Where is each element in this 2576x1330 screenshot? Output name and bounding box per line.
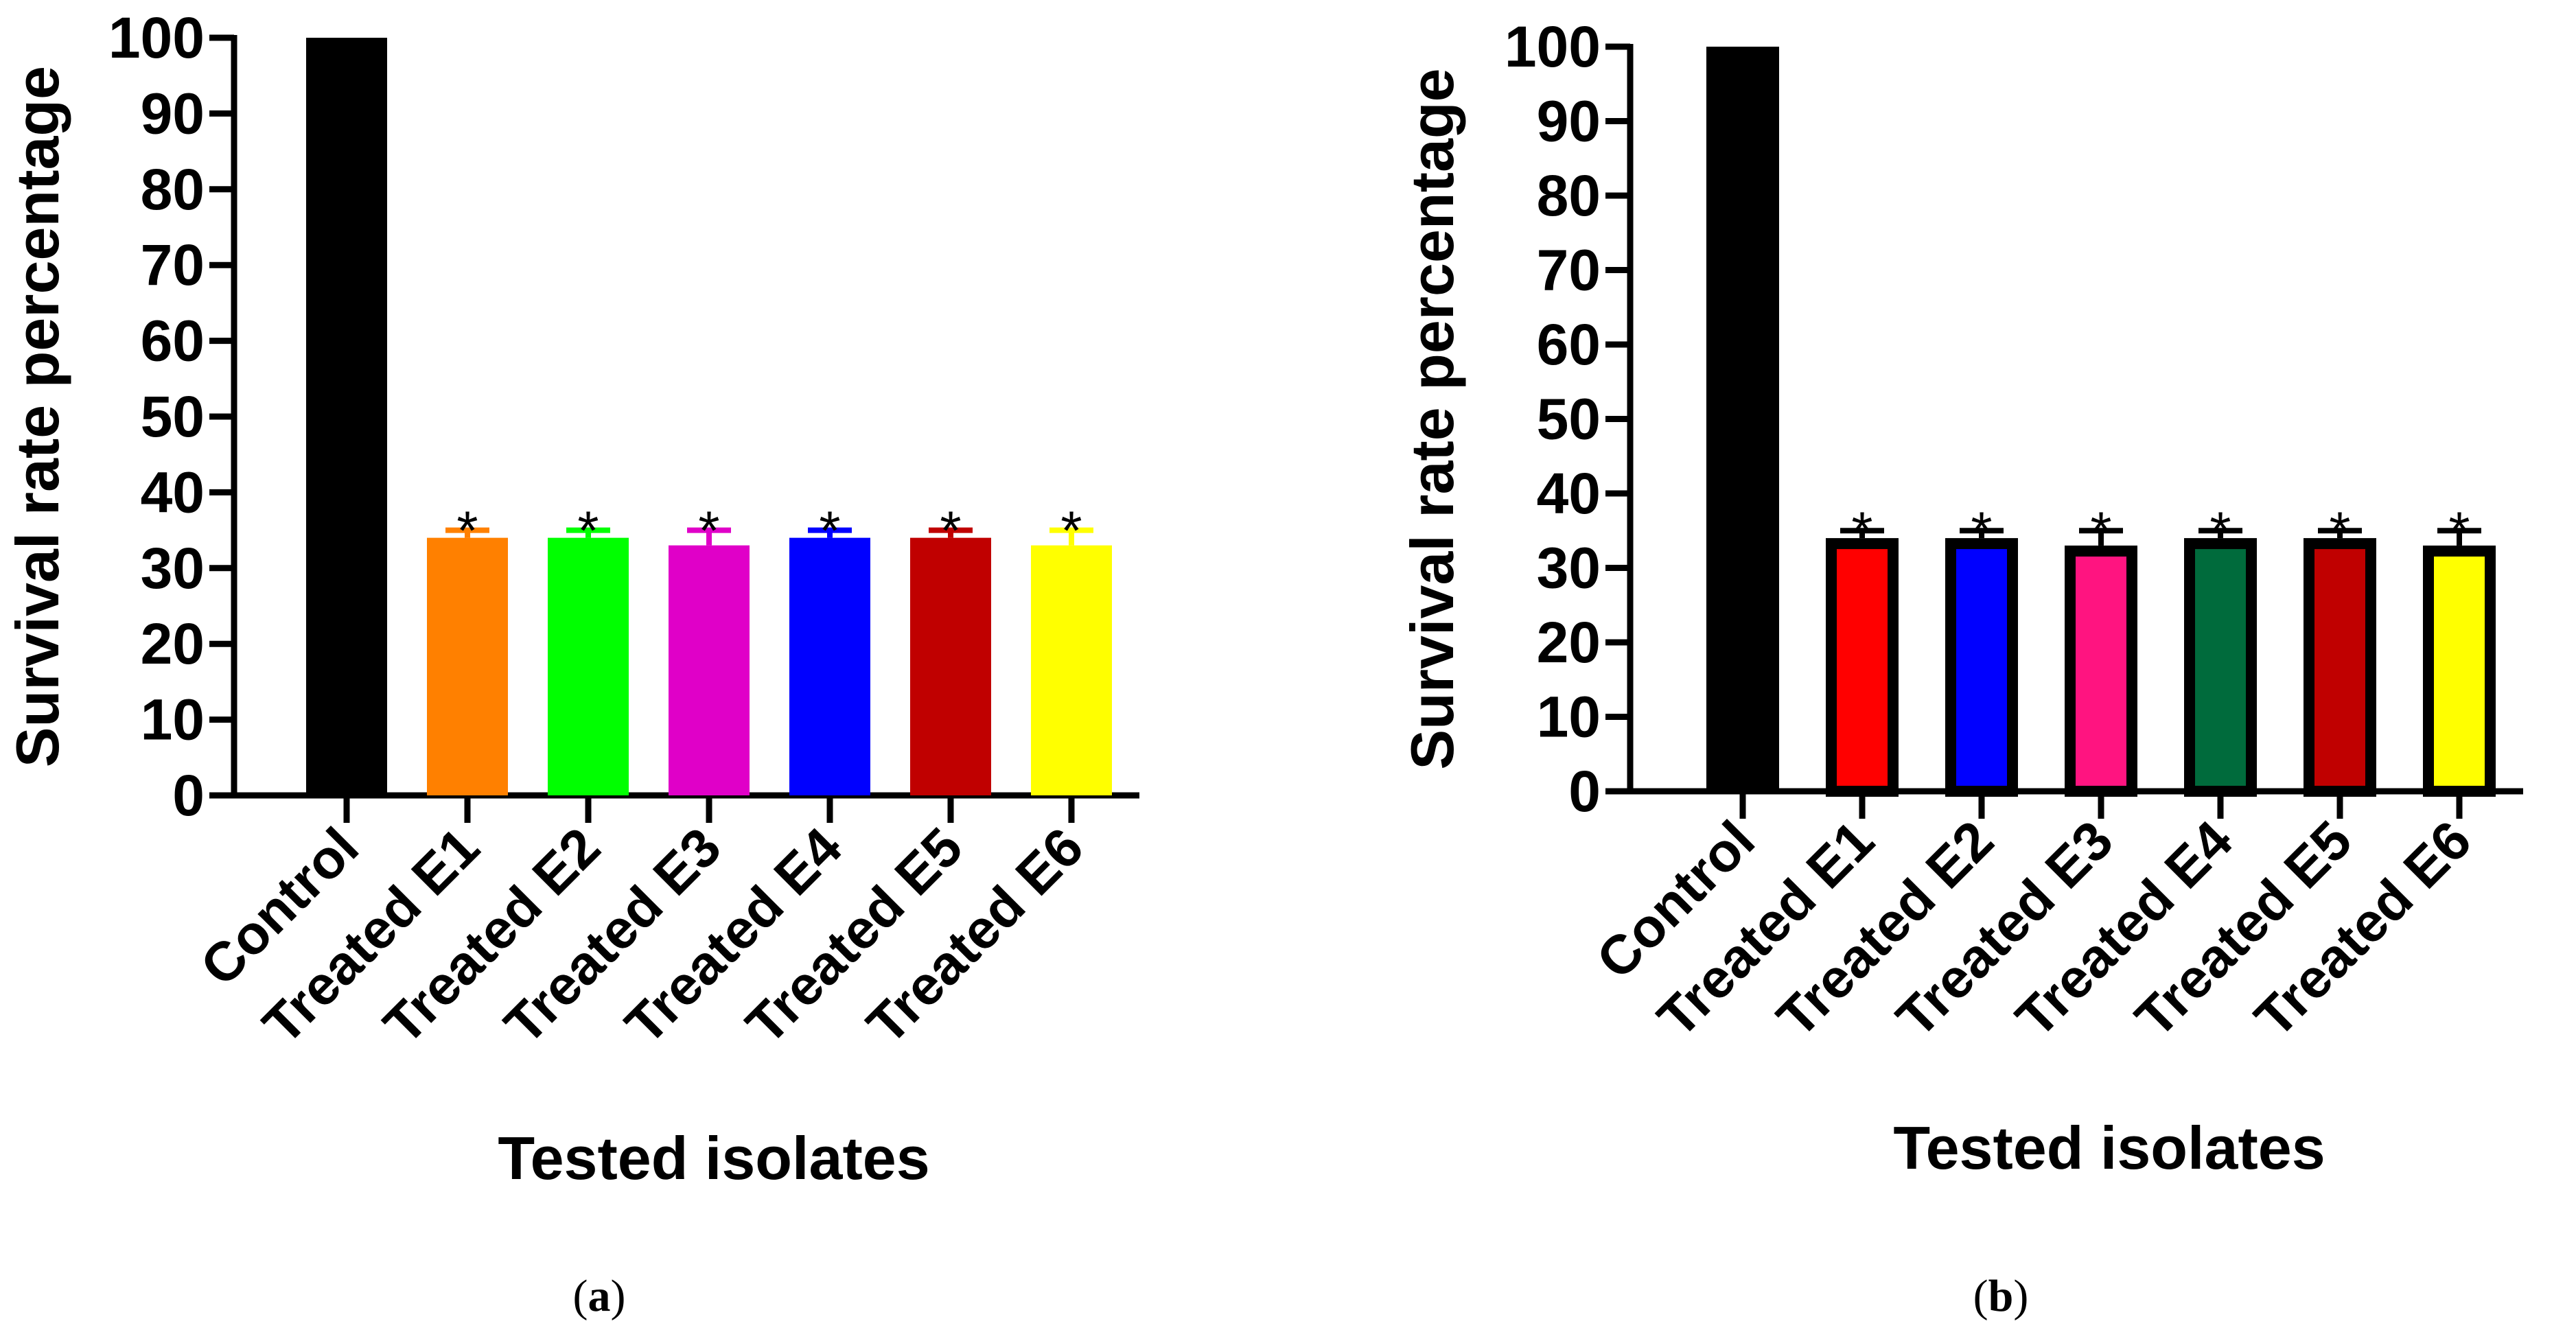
bar xyxy=(2304,538,2376,797)
x-axis-title: Tested isolates xyxy=(1893,1114,2325,1182)
y-tick-label: 80 xyxy=(1537,163,1601,228)
y-tick-label: 90 xyxy=(141,81,205,145)
y-tick-label: 10 xyxy=(1537,685,1601,749)
y-tick-label: 40 xyxy=(141,460,205,524)
panel-label: (b) xyxy=(1973,1271,2029,1321)
significance-star: * xyxy=(1060,500,1082,561)
bar xyxy=(1945,538,2018,797)
y-tick-label: 80 xyxy=(141,157,205,222)
bar xyxy=(789,537,870,795)
y-tick-label: 40 xyxy=(1537,461,1601,526)
significance-star: * xyxy=(698,500,719,561)
significance-star: * xyxy=(456,500,478,561)
y-tick-label: 90 xyxy=(1537,89,1601,154)
y-tick-label: 20 xyxy=(1537,610,1601,675)
y-tick-label: 50 xyxy=(141,384,205,449)
bar xyxy=(2065,545,2137,797)
bar xyxy=(548,537,629,795)
y-tick-label: 60 xyxy=(141,309,205,373)
bar xyxy=(1031,545,1112,795)
y-tick-label: 100 xyxy=(108,5,205,70)
significance-star: * xyxy=(2448,500,2470,561)
significance-star: * xyxy=(1851,500,1872,561)
y-tick-label: 10 xyxy=(141,688,205,752)
bar xyxy=(1826,538,1899,797)
y-tick-label: 0 xyxy=(1568,759,1601,824)
panel-letter: a xyxy=(588,1271,611,1321)
bar xyxy=(1706,47,1779,791)
significance-star: * xyxy=(2329,500,2350,561)
y-axis-title: Survival rate percentage xyxy=(1398,68,1466,769)
y-tick-label: 70 xyxy=(141,233,205,297)
significance-star: * xyxy=(577,500,599,561)
y-tick-label: 30 xyxy=(1537,536,1601,600)
y-axis-title: Survival rate percentage xyxy=(3,66,71,767)
bar xyxy=(910,537,991,795)
bar xyxy=(2423,545,2496,797)
bar xyxy=(669,545,750,795)
bar xyxy=(427,537,508,795)
y-tick-label: 60 xyxy=(1537,312,1601,377)
y-tick-label: 20 xyxy=(141,611,205,676)
x-axis-title: Tested isolates xyxy=(498,1124,929,1192)
y-tick-label: 100 xyxy=(1505,14,1601,79)
significance-star: * xyxy=(940,500,961,561)
y-tick-label: 50 xyxy=(1537,387,1601,452)
panel-label: (a) xyxy=(573,1271,626,1321)
significance-star: * xyxy=(2090,500,2111,561)
y-tick-label: 70 xyxy=(1537,238,1601,303)
significance-star: * xyxy=(1971,500,1992,561)
bar xyxy=(306,38,387,795)
panel-letter: b xyxy=(1988,1271,2014,1321)
significance-star: * xyxy=(2209,500,2231,561)
y-tick-label: 0 xyxy=(172,763,205,828)
y-tick-label: 30 xyxy=(141,536,205,600)
significance-star: * xyxy=(819,500,840,561)
bar xyxy=(2184,538,2257,797)
